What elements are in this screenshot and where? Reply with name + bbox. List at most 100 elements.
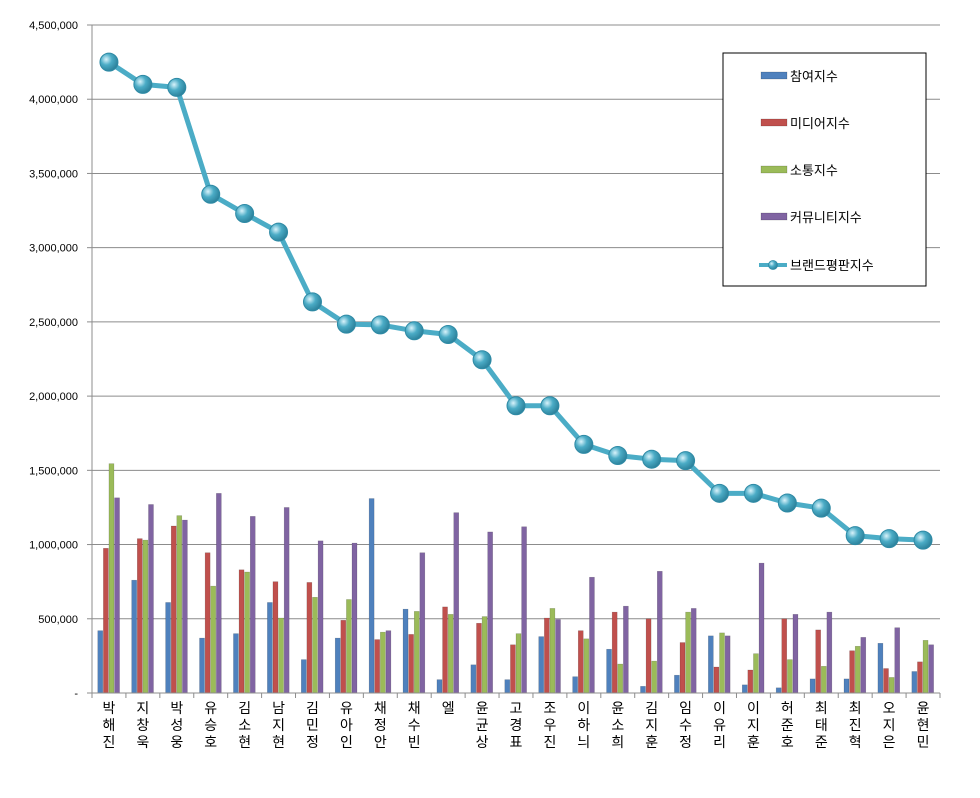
bar [781, 618, 788, 694]
bar [199, 637, 205, 694]
bar [114, 497, 120, 694]
x-tick-char: 지 [747, 718, 760, 734]
bar [233, 633, 239, 694]
bar [351, 542, 358, 694]
x-tick-char: 최 [815, 701, 828, 717]
y-tick-label: 500,000 [38, 614, 78, 626]
x-tick-char: 창 [136, 718, 149, 734]
x-tick-char: 김 [645, 701, 658, 717]
bar [216, 493, 222, 694]
bar [713, 666, 720, 694]
legend-swatch [760, 71, 788, 80]
x-tick-char: 지 [136, 701, 149, 717]
bar [815, 629, 821, 694]
bar [380, 631, 386, 694]
bar [510, 644, 516, 694]
x-tick-char: 남 [272, 701, 285, 717]
bar [679, 642, 686, 694]
x-tick-char: 윤 [476, 701, 489, 717]
y-tick-label: 3,000,000 [29, 243, 78, 255]
legend-swatch [760, 165, 788, 174]
x-tick-char: 진 [103, 735, 116, 751]
bar [917, 661, 923, 694]
bar [883, 668, 889, 694]
bar [238, 569, 245, 694]
x-tick-char: 김 [238, 701, 251, 717]
legend-label: 브랜드평판지수 [790, 259, 874, 274]
series-point [133, 74, 153, 94]
x-tick-char: 현 [272, 735, 285, 751]
x-tick-char: 유 [340, 701, 353, 717]
x-tick-char: 정 [679, 735, 692, 751]
series-point [302, 292, 322, 312]
bar [278, 617, 284, 694]
bar [849, 650, 855, 694]
x-tick-char: 빈 [408, 735, 421, 751]
bar [888, 677, 895, 694]
bar [170, 525, 177, 694]
bar [306, 582, 313, 694]
series-point [438, 325, 458, 345]
series-point [710, 483, 730, 503]
x-tick-char: 상 [476, 735, 489, 751]
bar [854, 645, 861, 694]
x-tick-char: 진 [543, 735, 556, 751]
x-tick-char: 이 [747, 701, 760, 717]
x-tick-char: 민 [917, 735, 930, 751]
bar [476, 622, 482, 694]
bar [249, 516, 256, 694]
bar [272, 581, 279, 694]
y-tick-label: 3,500,000 [29, 168, 78, 180]
bar [775, 687, 782, 694]
bar [724, 635, 731, 694]
x-tick-char: 리 [713, 735, 726, 751]
bar [131, 579, 137, 694]
series-point [99, 52, 119, 72]
bar [312, 597, 318, 694]
bar [651, 660, 657, 694]
bar [447, 614, 454, 694]
bar [860, 637, 867, 694]
bar [809, 678, 816, 694]
bar [176, 515, 183, 694]
x-tick-char: 욱 [136, 735, 149, 751]
bar [283, 507, 290, 694]
bar [368, 498, 375, 694]
x-tick-char: 유 [713, 718, 726, 734]
series-point [472, 350, 492, 370]
series-point [201, 184, 221, 204]
bar [317, 540, 324, 694]
bar [538, 636, 544, 694]
y-axis-ticks: - 500,000 1,000,000 1,500,000 2,000,000 2,500… [29, 20, 92, 700]
x-tick-char: 표 [510, 735, 523, 751]
legend-swatch [760, 118, 788, 127]
series-point [642, 449, 662, 469]
bars [97, 463, 934, 694]
bar [442, 606, 448, 694]
series-point [608, 445, 628, 465]
bar [758, 562, 765, 694]
bar [165, 602, 171, 694]
y-tick-label: 1,000,000 [29, 540, 78, 552]
x-tick-char: 소 [611, 718, 624, 734]
bar [408, 634, 414, 694]
x-tick-char: 정 [306, 735, 319, 751]
series-point [506, 396, 526, 416]
bar [645, 618, 652, 694]
bar [142, 539, 149, 694]
legend-swatch-marker [768, 260, 778, 270]
legend-box [722, 52, 927, 287]
bar [719, 632, 725, 694]
x-tick-char: 균 [476, 718, 489, 734]
x-tick-char: 오 [883, 701, 896, 717]
x-tick-char: 지 [883, 718, 896, 734]
bar [436, 679, 443, 694]
